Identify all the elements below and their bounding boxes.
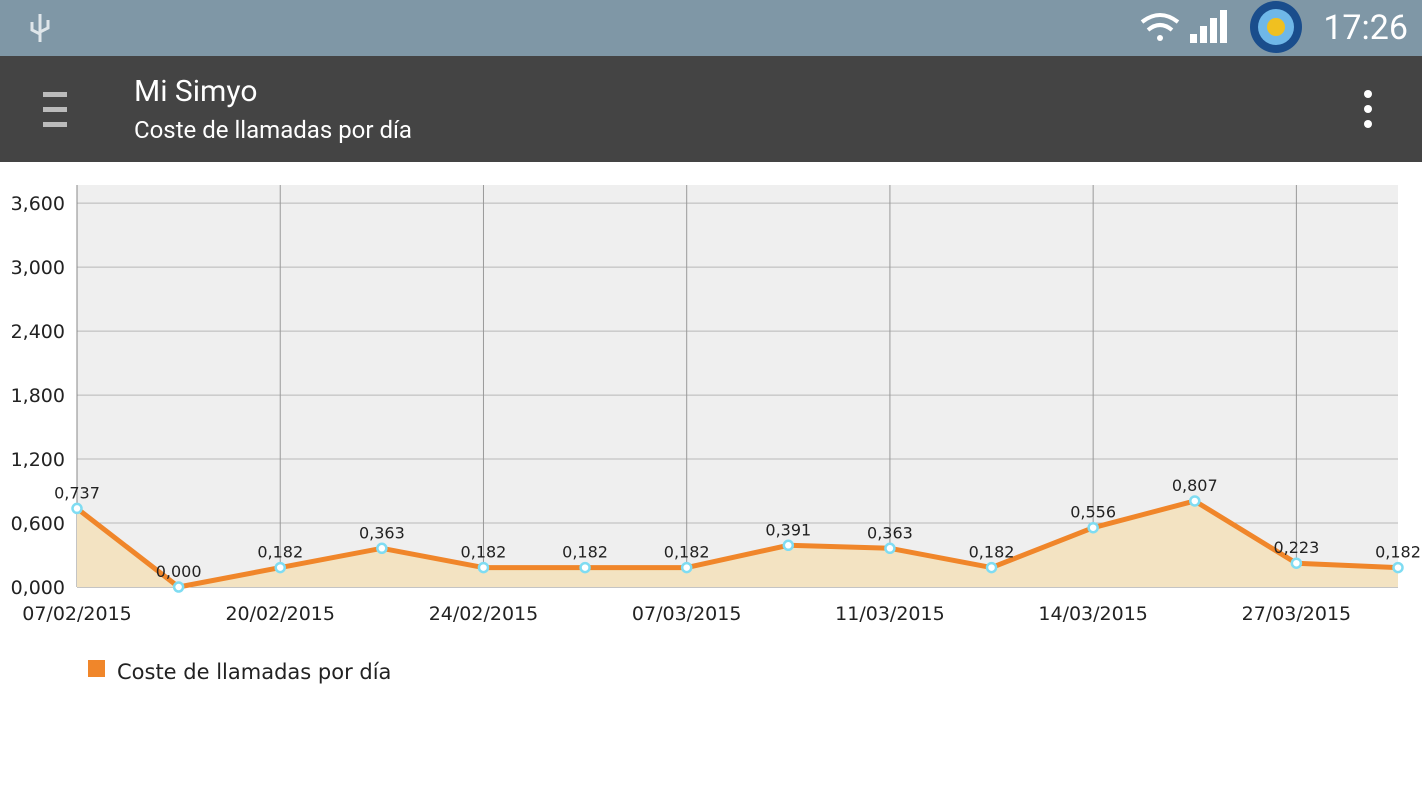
marker (1087, 521, 1099, 534)
chart: 0,000 0,600 1,200 1,800 2,400 3,000 3,600 07/02… (11, 185, 1421, 684)
app-bar: Mi Simyo Coste de llamadas por día (0, 56, 1422, 162)
x-tick-label: 20/02/2015 (225, 603, 335, 625)
data-label: 0,182 (664, 543, 710, 562)
status-bar: 17:26 (0, 0, 1422, 56)
y-tick-label: 3,600 (11, 193, 65, 215)
marker (680, 561, 693, 574)
data-label: 0,363 (359, 523, 405, 542)
data-label: 0,363 (867, 523, 913, 542)
data-label: 0,000 (156, 562, 202, 581)
marker (782, 539, 795, 552)
y-tick-label: 2,400 (11, 321, 65, 343)
data-label: 0,556 (1070, 503, 1116, 522)
marker (172, 581, 185, 593)
marker (579, 561, 591, 574)
marker (884, 542, 896, 555)
y-tick-label: 0,000 (11, 577, 65, 599)
app-bar-icons (43, 90, 1372, 128)
app-subtitle: Coste de llamadas por día (134, 116, 412, 144)
x-tick-label: 24/02/2015 (429, 603, 539, 625)
x-tick-label: 27/03/2015 (1242, 603, 1352, 625)
x-tick-label: 07/02/2015 (22, 603, 132, 625)
y-tick-label: 1,200 (11, 449, 65, 471)
data-label: 0,737 (54, 483, 100, 502)
data-label: 0,391 (765, 520, 811, 539)
legend-swatch (88, 660, 105, 677)
x-tick-label: 11/03/2015 (835, 603, 945, 625)
status-icons (30, 1, 1302, 53)
x-tick-label: 07/03/2015 (632, 603, 742, 625)
marker (71, 502, 83, 515)
line (75, 498, 1399, 590)
data-label: 0,223 (1273, 538, 1319, 557)
overflow-menu[interactable] (1364, 90, 1372, 128)
marker (1189, 495, 1201, 507)
marker (1392, 561, 1404, 574)
clock: 17:26 (1323, 8, 1408, 48)
x-tick-label: 14/03/2015 (1038, 603, 1148, 625)
app-title: Mi Simyo (134, 74, 258, 109)
marker (1290, 557, 1303, 569)
marker (376, 542, 388, 555)
marker (477, 561, 490, 574)
data-label: 0,182 (461, 543, 507, 562)
area (77, 500, 1398, 587)
marker (274, 561, 286, 574)
menu-button[interactable] (43, 92, 67, 127)
data-label: 0,182 (257, 543, 303, 562)
data-label: 0,182 (1375, 543, 1421, 562)
y-tick-label: 1,800 (11, 385, 65, 407)
marker (985, 561, 998, 574)
data-label: 0,182 (562, 543, 608, 562)
y-tick-label: 0,600 (11, 513, 65, 535)
y-tick-label: 3,000 (11, 257, 65, 279)
legend-label: Coste de llamadas por día (117, 660, 391, 684)
data-label: 0,182 (969, 543, 1015, 562)
data-label: 0,807 (1172, 476, 1218, 495)
